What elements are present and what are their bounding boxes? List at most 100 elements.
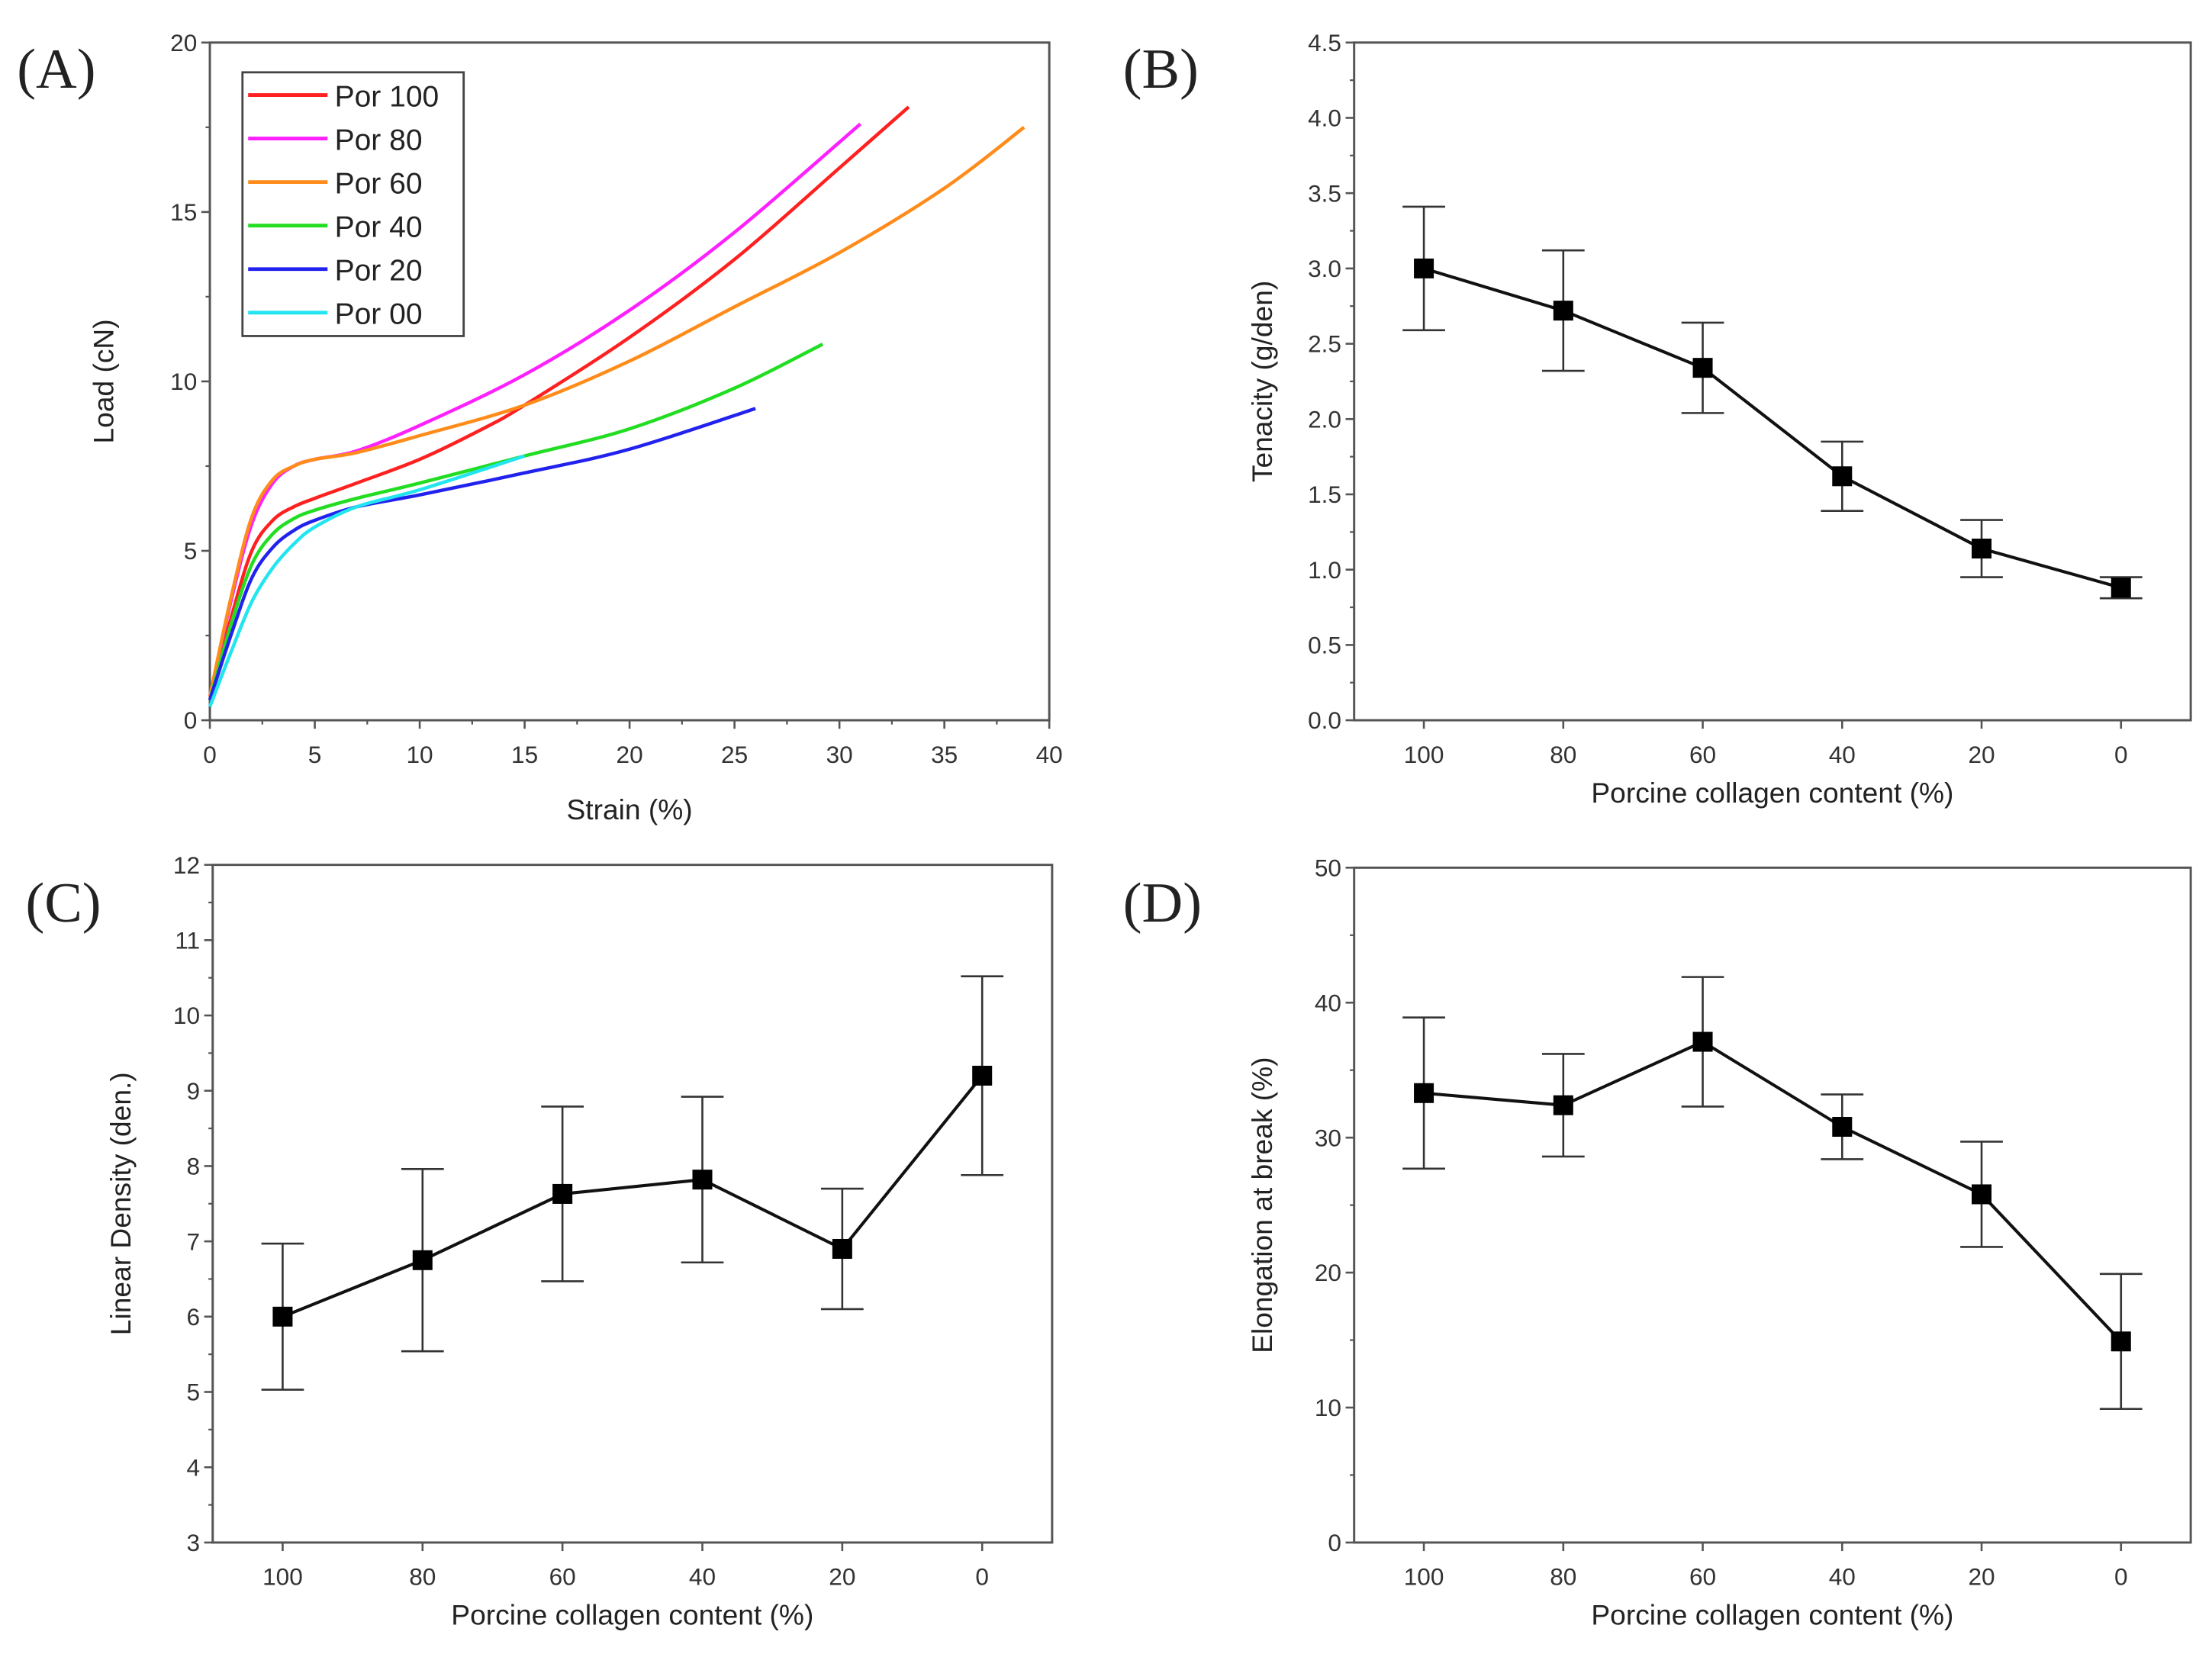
x-tick-label: 25 (721, 741, 748, 768)
data-point (1972, 1184, 1992, 1205)
x-tick-label: 100 (1404, 1563, 1444, 1591)
plot-frame (211, 864, 1054, 1544)
x-tick-label: 5 (308, 741, 322, 768)
y-tick-label: 50 (1315, 854, 1341, 881)
y-axis-title: Elongation at break (%) (1246, 1057, 1278, 1353)
y-tick-label: 4.5 (1308, 29, 1341, 56)
y-tick-label: 3.5 (1308, 179, 1341, 207)
series-line-por-60 (208, 126, 1026, 697)
y-tick-label: 40 (1315, 989, 1341, 1016)
legend-label: Por 100 (335, 80, 440, 113)
y-tick-label: 10 (173, 1002, 200, 1029)
legend: Por 100 Por 80 Por 60 Por 40 Por 20 Por 00 (241, 71, 465, 337)
data-point (272, 1306, 293, 1327)
x-tick-label: 20 (1968, 741, 1995, 768)
panel-a: (A) 0 5 10 15 20 0 5 10 15 20 25 30 35 40 Strain (%) Loa… (17, 29, 1062, 825)
x-tick-label: 40 (1829, 1563, 1856, 1591)
y-tick-label: 0.5 (1308, 632, 1341, 659)
y-tick-label: 4.0 (1308, 105, 1341, 132)
x-tick-label: 40 (1036, 741, 1063, 768)
data-point (412, 1250, 433, 1270)
y-tick-label: 9 (186, 1077, 200, 1105)
y-tick-label: 5 (186, 1379, 200, 1406)
data-point (1414, 1083, 1434, 1103)
panel-label: (D) (1123, 872, 1202, 935)
data-point (692, 1170, 713, 1190)
y-tick-label: 20 (170, 29, 197, 56)
y-tick-label: 8 (186, 1153, 200, 1180)
plot-frame (1353, 866, 2192, 1544)
x-tick-label: 60 (1689, 1563, 1716, 1591)
series-line-por-100 (208, 105, 910, 697)
legend-label: Por 60 (335, 168, 423, 201)
y-tick-label: 1.0 (1308, 556, 1341, 584)
data-line (1423, 1040, 2123, 1343)
x-tick-label: 60 (549, 1563, 576, 1591)
series-line-por-40 (208, 343, 824, 701)
panel-label: (C) (25, 872, 101, 935)
y-tick-label: 0 (184, 706, 198, 734)
data-point (832, 1238, 852, 1259)
y-axis-title: Tenacity (g/den) (1246, 281, 1278, 482)
panel-c: (C) 3 4 5 6 7 8 9 10 11 12 100 80 60 40 20 0 Porcine coll… (25, 851, 1054, 1631)
series-line-por-20 (208, 407, 756, 701)
y-tick-label: 2.5 (1308, 330, 1341, 358)
data-point (1692, 1031, 1713, 1052)
x-tick-label: 100 (262, 1563, 303, 1591)
data-point (972, 1065, 993, 1086)
series-line-por-00 (208, 454, 526, 708)
panel-d: (D) 0 10 20 30 40 50 100 80 60 40 20 0 Porcine collag… (1123, 854, 2192, 1631)
y-tick-label: 1.5 (1308, 481, 1341, 508)
legend-label: Por 40 (335, 211, 423, 244)
panel-label: (B) (1123, 38, 1199, 101)
x-tick-label: 80 (1550, 741, 1576, 768)
x-axis-title: Porcine collagen content (%) (1591, 1599, 1953, 1631)
y-tick-label: 20 (1315, 1259, 1341, 1286)
x-tick-label: 40 (1829, 741, 1856, 768)
x-tick-label: 20 (1968, 1563, 1995, 1591)
x-tick-label: 40 (689, 1563, 716, 1591)
y-tick-label: 12 (173, 851, 200, 879)
y-tick-label: 10 (170, 368, 197, 395)
legend-label: Por 00 (335, 298, 423, 331)
y-tick-label: 3 (186, 1529, 200, 1556)
x-tick-label: 0 (975, 1563, 989, 1591)
x-tick-label: 30 (826, 741, 853, 768)
plot-frame (1353, 41, 2192, 722)
y-tick-label: 3.0 (1308, 255, 1341, 282)
panel-b: (B) 0.0 0.5 1.0 1.5 2.0 2.5 3.0 3.5 4.0 4.5 100 80 60… (1123, 29, 2192, 809)
legend-label: Por 20 (335, 255, 423, 288)
data-point (1832, 466, 1853, 487)
y-tick-label: 30 (1315, 1124, 1341, 1151)
data-point (2111, 1331, 2131, 1352)
y-tick-label: 4 (186, 1453, 200, 1481)
x-tick-label: 20 (829, 1563, 855, 1591)
x-tick-label: 20 (617, 741, 643, 768)
legend-label: Por 80 (335, 124, 423, 156)
y-tick-label: 6 (186, 1303, 200, 1331)
y-tick-label: 10 (1315, 1394, 1341, 1421)
x-tick-label: 15 (511, 741, 538, 768)
data-point (2111, 578, 2131, 598)
x-tick-label: 10 (407, 741, 433, 768)
x-tick-label: 0 (2114, 1563, 2128, 1591)
panel-label: (A) (17, 38, 95, 101)
data-line (1423, 266, 2122, 590)
legend-box (241, 71, 465, 337)
data-point (1832, 1116, 1853, 1138)
y-axis-title: Linear Density (den.) (105, 1072, 137, 1335)
y-tick-label: 0 (1328, 1529, 1341, 1556)
y-tick-label: 7 (186, 1228, 200, 1255)
data-point (1972, 539, 1992, 559)
data-line (282, 1074, 984, 1318)
x-axis-title: Porcine collagen content (%) (1591, 777, 1953, 809)
y-tick-label: 0.0 (1308, 706, 1341, 734)
y-tick-label: 15 (170, 198, 197, 226)
data-point (1414, 258, 1434, 278)
x-tick-label: 0 (203, 741, 217, 768)
x-axis-title: Porcine collagen content (%) (451, 1599, 813, 1631)
x-tick-label: 0 (2114, 741, 2128, 768)
x-tick-label: 80 (1550, 1563, 1576, 1591)
data-point (1553, 1095, 1573, 1115)
